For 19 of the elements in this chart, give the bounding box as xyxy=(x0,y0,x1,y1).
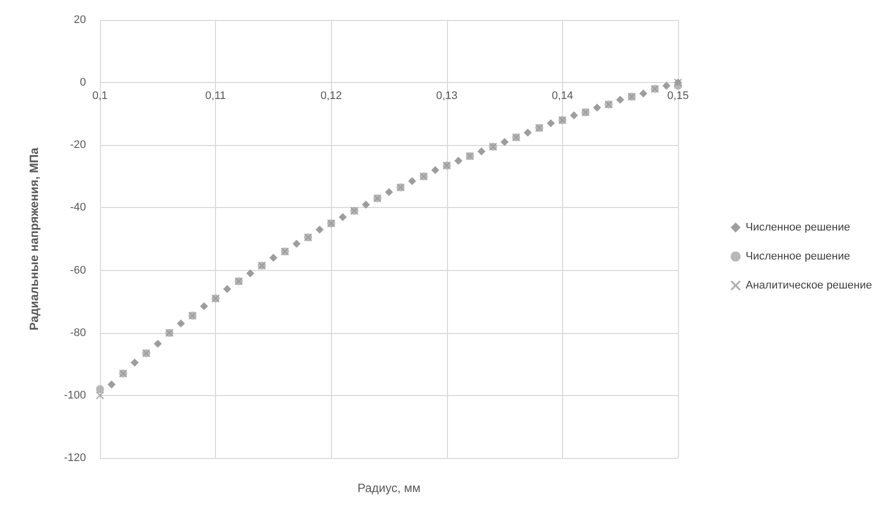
y-tick-label: -80 xyxy=(70,326,86,339)
x-tick-label: 0,12 xyxy=(320,90,342,102)
y-tick-label: -20 xyxy=(70,139,86,152)
y-tick-label: -60 xyxy=(70,264,86,276)
legend-label: Численное решение xyxy=(746,250,850,262)
y-tick-label: -120 xyxy=(64,452,86,464)
legend-label: Аналитическое решение xyxy=(746,280,872,292)
y-tick-label: 20 xyxy=(74,14,86,26)
x-tick-label: 0,15 xyxy=(667,90,689,102)
y-tick-label: 0 xyxy=(80,76,86,89)
x-tick-label: 0,11 xyxy=(205,90,226,102)
x-tick-label: 0,13 xyxy=(436,90,458,102)
y-tick-label: -100 xyxy=(64,389,86,402)
legend-label: Численное решение xyxy=(746,222,850,234)
x-axis-title: Радиус, мм xyxy=(357,481,421,495)
y-tick-label: -40 xyxy=(70,202,86,214)
y-axis-title: Радиальные напряжения, МПа xyxy=(27,147,41,330)
x-tick-label: 0,1 xyxy=(92,90,108,102)
x-tick-label: 0,14 xyxy=(552,90,574,102)
